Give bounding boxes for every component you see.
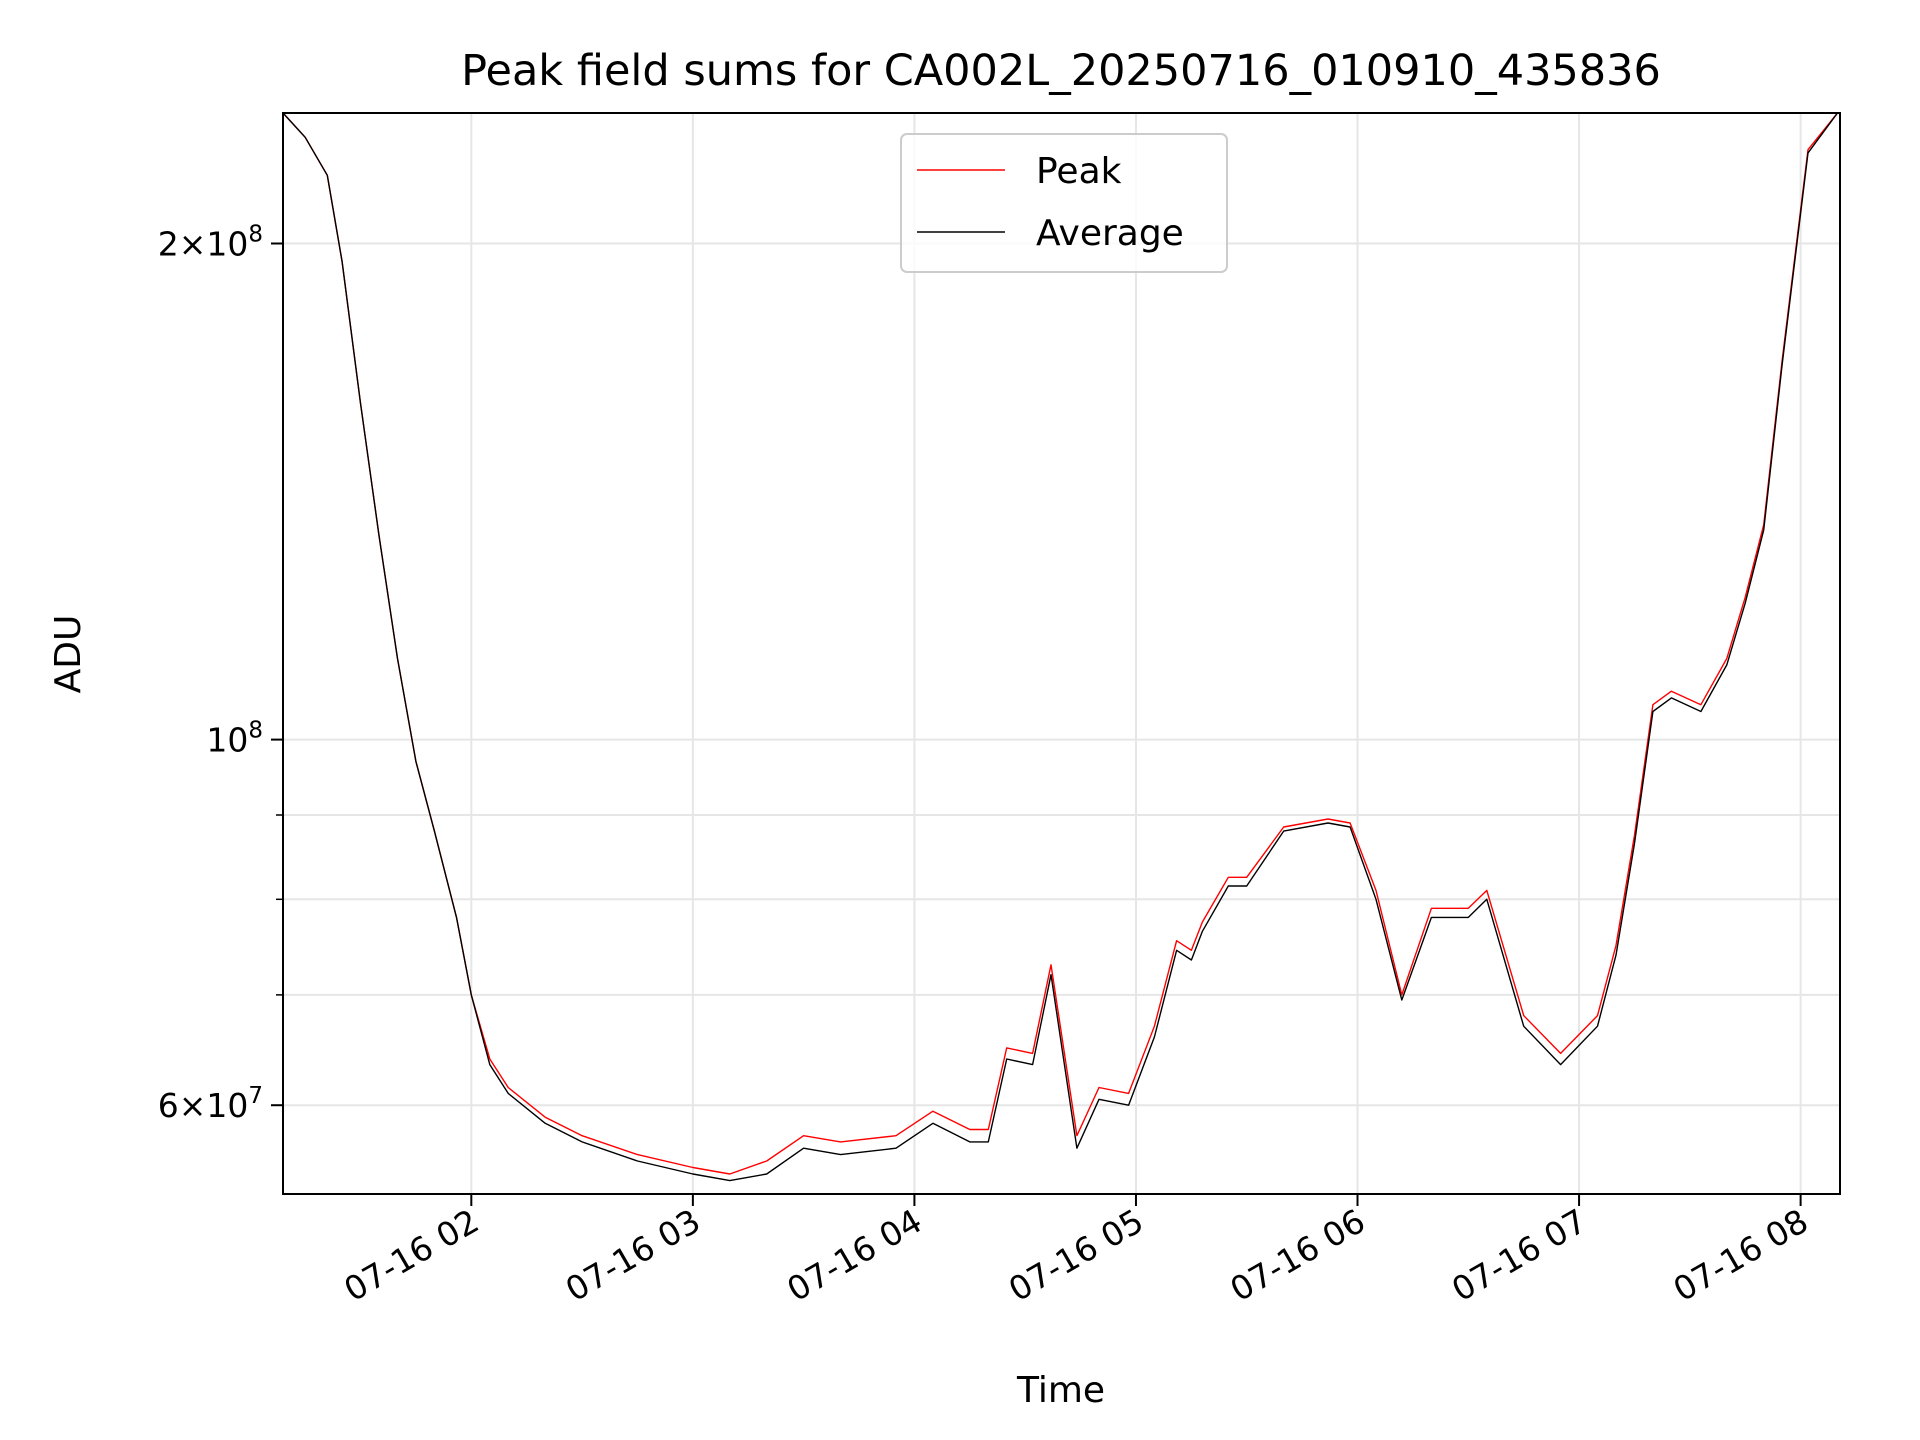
- y-axis: 6×107 108 2×108: [158, 221, 283, 1125]
- x-tick-label: 07-16 04: [780, 1201, 928, 1309]
- legend-label-average: Average: [1036, 213, 1184, 254]
- y-tick-label: 108: [206, 718, 263, 760]
- series-layer: [282, 112, 1839, 1182]
- x-tick-label: 07-16 06: [1224, 1201, 1372, 1309]
- legend: Peak Average: [900, 133, 1228, 273]
- x-axis-label: Time: [1016, 1370, 1105, 1411]
- legend-box: [900, 133, 1228, 273]
- x-tick-label: 07-16 03: [559, 1201, 707, 1309]
- plot-frame: [282, 112, 1841, 1195]
- x-tick-label: 07-16 08: [1667, 1201, 1815, 1309]
- grid: [283, 113, 1840, 1194]
- x-tick-label: 07-16 05: [1002, 1201, 1150, 1309]
- series-line-average: [282, 112, 1839, 1182]
- y-tick-label: 6×107: [158, 1083, 263, 1125]
- x-tick-label: 07-16 02: [337, 1201, 485, 1309]
- chart-title: Peak field sums for CA002L_20250716_0109…: [461, 46, 1661, 96]
- y-axis-label: ADU: [48, 615, 89, 694]
- legend-label-peak: Peak: [1036, 151, 1122, 192]
- x-axis: 07-16 02 07-16 03 07-16 04 07-16 05 07-16 06…: [337, 1194, 1815, 1309]
- x-tick-label: 07-16 07: [1445, 1201, 1593, 1309]
- y-tick-label: 2×108: [158, 221, 263, 263]
